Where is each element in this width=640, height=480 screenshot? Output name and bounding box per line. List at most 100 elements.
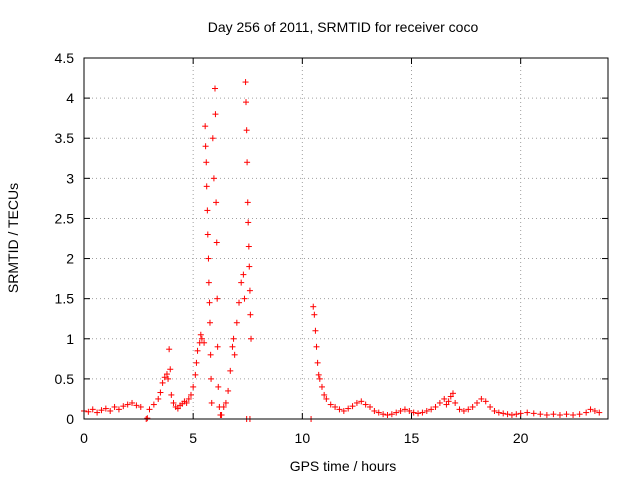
data-point [247, 311, 254, 318]
data-point [517, 410, 524, 417]
data-point [246, 263, 253, 270]
x-axis-label: GPS time / hours [290, 458, 397, 474]
data-point [146, 406, 153, 413]
data-point [447, 393, 454, 400]
data-point [244, 199, 251, 206]
data-point [487, 403, 494, 410]
data-point [401, 406, 408, 413]
data-point [207, 351, 214, 358]
data-point [460, 407, 467, 414]
data-point [129, 399, 136, 406]
data-point [208, 399, 215, 406]
data-point [231, 351, 238, 358]
data-point [218, 411, 225, 418]
y-tick-label: 2 [66, 251, 74, 267]
data-point [570, 411, 577, 418]
data-point [243, 127, 250, 134]
data-point [220, 403, 227, 410]
data-point [227, 367, 234, 374]
data-point [233, 319, 240, 326]
data-point [213, 199, 220, 206]
data-point [214, 295, 221, 302]
x-tick-label: 10 [295, 430, 311, 446]
data-point [159, 379, 166, 386]
data-point [206, 299, 213, 306]
data-point [111, 403, 118, 410]
data-point [212, 85, 218, 92]
data-point [213, 239, 220, 246]
data-point [583, 409, 590, 416]
data-point [591, 407, 598, 414]
data-point [194, 347, 201, 354]
data-point [214, 343, 221, 350]
data-point [98, 407, 105, 414]
y-axis-label: SRMTID / TECUs [5, 183, 21, 293]
data-point [205, 279, 212, 286]
data-point [193, 359, 200, 366]
tick-labels: 0 0.5 1 1.5 2 2.5 3 3.5 4 4.5 0 5 10 15 20 [55, 50, 529, 446]
chart-title: Day 256 of 2011, SRMTID for receiver coc… [208, 19, 479, 35]
data-point [321, 391, 328, 398]
data-point [310, 303, 317, 310]
data-point [157, 389, 164, 396]
data-point [206, 319, 213, 326]
ticks [83, 57, 608, 420]
data-point [238, 279, 245, 286]
data-point [556, 411, 563, 418]
data-point [240, 271, 247, 278]
data-point [345, 405, 352, 412]
data-point [587, 406, 594, 413]
data-point [203, 183, 210, 190]
data-point [133, 402, 140, 409]
data-point [445, 398, 452, 405]
data-point [168, 391, 175, 398]
data-point [209, 135, 216, 142]
data-point [183, 399, 190, 406]
x-tick-label: 15 [404, 430, 420, 446]
y-tick-label: 3.5 [55, 130, 75, 146]
data-point [203, 159, 210, 166]
data-point [208, 375, 215, 382]
data-point [367, 403, 374, 410]
data-point [314, 359, 321, 366]
data-point [190, 383, 197, 390]
data-point [419, 409, 426, 416]
data-point [537, 411, 544, 418]
data-point [406, 407, 413, 414]
y-tick-label: 2.5 [55, 210, 75, 226]
data-point [107, 407, 114, 414]
data-point [384, 411, 391, 418]
data-point [397, 407, 404, 414]
data-point [441, 395, 448, 402]
data-point [241, 295, 248, 302]
data-point [185, 395, 192, 402]
data-point [150, 401, 157, 408]
data-point [576, 411, 583, 418]
data-point [504, 411, 511, 418]
data-point [332, 403, 339, 410]
data-point [115, 406, 122, 413]
data-point [508, 411, 515, 418]
data-point [432, 403, 439, 410]
data-point [478, 395, 485, 402]
data-point [500, 410, 507, 417]
data-point [513, 411, 520, 418]
data-point [155, 395, 162, 402]
data-point [163, 371, 170, 378]
data-point [410, 409, 417, 416]
data-point [465, 406, 472, 413]
data-point [210, 175, 217, 182]
data-point [161, 374, 168, 381]
data-point [198, 335, 205, 342]
y-tick-label: 4.5 [55, 50, 75, 66]
data-point [89, 406, 96, 413]
data-point [204, 207, 211, 214]
data-point [313, 343, 320, 350]
data-point [550, 411, 557, 418]
x-tick-label: 20 [513, 430, 529, 446]
data-point [165, 375, 172, 382]
data-point [491, 407, 498, 414]
data-point [201, 339, 208, 346]
